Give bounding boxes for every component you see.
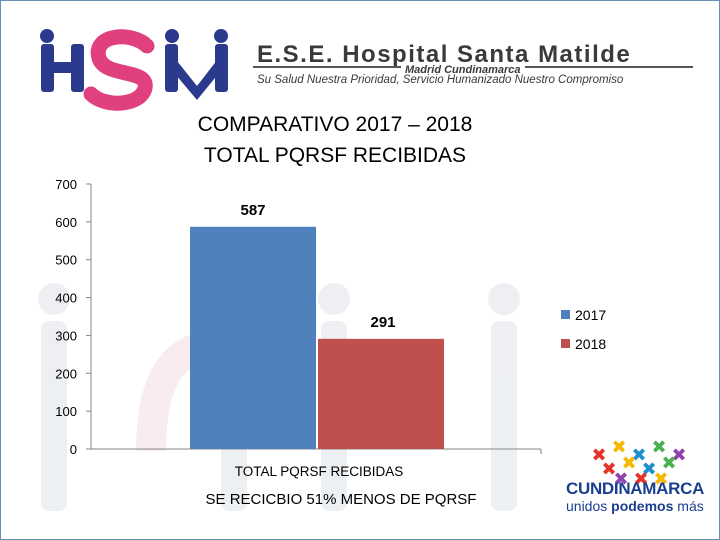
logo-cross-mark: ✖	[641, 459, 656, 480]
logo-h-letter	[40, 29, 84, 92]
logo-cross-mark: ✖	[633, 469, 648, 490]
logo-cross-mark: ✖	[613, 469, 628, 490]
logo-cross-mark: ✖	[653, 469, 668, 490]
logo-cross-mark: ✖	[651, 437, 666, 458]
logo-cross-mark: ✖	[661, 453, 676, 474]
logo-m-letter	[165, 29, 228, 100]
logo-cross-mark: ✖	[621, 453, 636, 474]
y-tick-label-500: 500	[55, 253, 77, 268]
x-category-label: TOTAL PQRSF RECIBIDAS	[235, 464, 404, 479]
y-tick-label-600: 600	[55, 215, 77, 230]
chart-title-line-1: COMPARATIVO 2017 – 2018	[197, 113, 473, 136]
hospital-name: E.S.E. Hospital Santa Matilde	[257, 41, 632, 68]
hospital-city: Madrid Cundinamarca	[401, 64, 525, 76]
y-tick-label-200: 200	[55, 366, 77, 381]
legend-swatch-2017	[561, 310, 570, 319]
bar-2017	[190, 226, 316, 449]
tagline-end-part: más	[673, 498, 704, 514]
logo-cross-mark: ✖	[611, 437, 626, 458]
hospital-motto: Su Salud Nuestra Prioridad, Servicio Hum…	[257, 74, 624, 86]
chart-footnote: SE RECICBIO 51% MENOS DE PQRSF	[205, 491, 477, 508]
logo-cross-mark: ✖	[671, 445, 686, 466]
legend-swatch-2018	[561, 339, 570, 348]
hospital-logo	[40, 29, 228, 111]
tagline-light-part: unidos	[566, 498, 612, 514]
y-tick-label-0: 0	[70, 442, 77, 457]
logo-cross-mark: ✖	[591, 445, 606, 466]
bar-2018	[318, 338, 444, 449]
chart-title-line-2: TOTAL PQRSF RECIBIDAS	[203, 144, 467, 167]
y-tick-label-700: 700	[55, 177, 77, 192]
y-tick-label-300: 300	[55, 328, 77, 343]
legend-label-2018: 2018	[575, 336, 606, 352]
cundinamarca-name: CUNDINAMARCA	[566, 479, 705, 498]
cundinamarca-logo: ✖ ✖ ✖ ✖ ✖✖ ✖ ✖ ✖✖ ✖ ✖	[591, 437, 686, 490]
tagline-bold-part: podemos	[611, 498, 674, 514]
data-label-2018: 291	[370, 314, 395, 331]
y-tick-label-100: 100	[55, 404, 77, 419]
chart-title: COMPARATIVO 2017 – 2018 TOTAL PQRSF RECI…	[135, 109, 535, 171]
cundinamarca-tagline: unidos podemos más	[566, 498, 704, 514]
logo-s-letter	[83, 29, 155, 111]
logo-cross-mark: ✖	[631, 445, 646, 466]
logo-cross-mark: ✖	[601, 459, 616, 480]
y-tick-label-400: 400	[55, 291, 77, 306]
legend-label-2017: 2017	[575, 307, 606, 323]
data-label-2017: 587	[240, 202, 265, 219]
